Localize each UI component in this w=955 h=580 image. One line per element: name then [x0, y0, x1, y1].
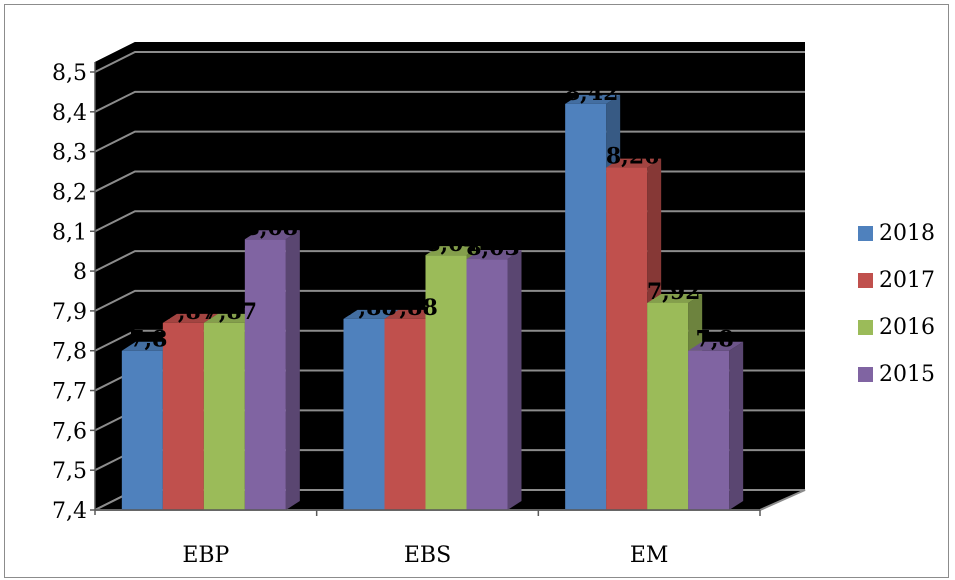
y-tick-label: 8,1 — [52, 220, 87, 245]
y-tick-label: 8,3 — [52, 141, 87, 166]
y-tick-label: 7,7 — [52, 380, 87, 405]
data-label: 7,92 — [647, 279, 701, 305]
x-category-label: EBP — [182, 543, 229, 568]
bar-front — [426, 255, 467, 510]
legend-label: 2018 — [879, 221, 935, 246]
data-label: 8,08 — [245, 215, 299, 241]
y-axis-tick-labels: 7,4 7,5 7,6 7,7 7,8 7,9 8 8,1 8,2 8,3 8,4 8,5 — [52, 61, 95, 524]
bar-EBP-2015 — [245, 230, 300, 510]
bar-EBS-2015 — [467, 250, 522, 510]
legend-swatch — [858, 320, 873, 335]
bar-EM-2015 — [688, 342, 743, 510]
bar-side — [729, 342, 743, 510]
x-category-label: EBS — [404, 543, 451, 568]
data-label: 8,26 — [606, 144, 660, 170]
legend-item: 2018 — [858, 210, 948, 257]
legend-item: 2016 — [858, 304, 948, 351]
bar-front — [163, 323, 204, 510]
x-category-label: EM — [630, 543, 669, 568]
bar-front — [565, 104, 606, 510]
y-tick-label: 8,5 — [52, 61, 87, 86]
data-label: 8,42 — [565, 80, 619, 106]
data-label: 8,03 — [466, 235, 520, 261]
bar-front — [122, 351, 163, 510]
y-tick-label: 8,2 — [52, 180, 87, 205]
y-tick-label: 7,8 — [52, 340, 87, 365]
y-tick-label: 8 — [73, 260, 87, 285]
bar-front — [344, 319, 385, 510]
legend-swatch — [858, 226, 873, 241]
legend-label: 2016 — [879, 315, 935, 340]
bar-front — [467, 259, 508, 510]
bar-front — [245, 239, 286, 510]
legend: 2018 2017 2016 2015 — [858, 210, 948, 398]
y-tick-label: 7,6 — [52, 419, 87, 444]
bar-front — [647, 303, 688, 510]
y-tick-label: 7,9 — [52, 300, 87, 325]
legend-label: 2017 — [879, 268, 935, 293]
y-tick-label: 7,4 — [52, 499, 87, 524]
data-label: 7,8 — [129, 327, 167, 353]
legend-item: 2015 — [858, 351, 948, 398]
legend-swatch — [858, 273, 873, 288]
legend-label: 2015 — [879, 362, 935, 387]
bar-front — [385, 319, 426, 510]
y-tick-label: 7,5 — [52, 459, 87, 484]
legend-swatch — [858, 367, 873, 382]
bar-front — [688, 351, 729, 510]
y-tick-label: 8,4 — [52, 101, 87, 126]
data-label: 7,87 — [204, 299, 258, 325]
legend-item: 2017 — [858, 257, 948, 304]
x-axis-category-labels: EBP EBS EM — [182, 510, 760, 568]
data-label: 7,88 — [384, 295, 438, 321]
data-label: 7,8 — [696, 327, 734, 353]
bar-side — [508, 250, 522, 510]
bar-front — [606, 168, 647, 510]
bar-side — [286, 230, 300, 510]
bar-front — [204, 323, 245, 510]
